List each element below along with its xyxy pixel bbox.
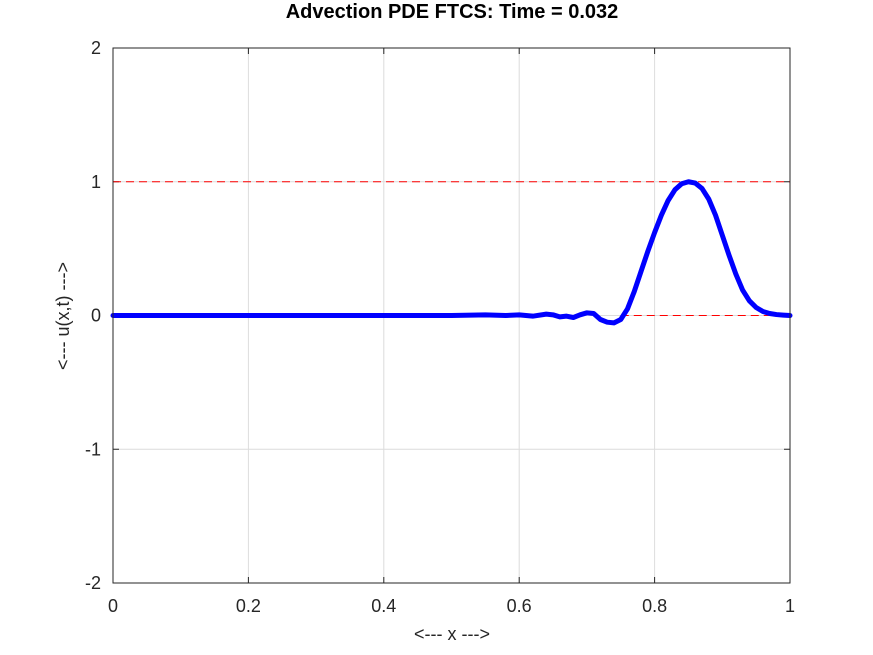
- plot-frame: [112, 47, 791, 584]
- y-tick-labels: -2 -1 0 1 2: [85, 38, 101, 593]
- x-tick-label: 0: [108, 596, 118, 616]
- x-tick-label: 1: [785, 596, 795, 616]
- reference-lines: [113, 181, 790, 316]
- x-tick-label: 0.6: [507, 596, 532, 616]
- y-tick-label: -1: [85, 439, 101, 459]
- x-tick-label: 0.4: [371, 596, 396, 616]
- x-axis-label: <--- x --->: [414, 624, 490, 644]
- y-tick-label: 1: [91, 172, 101, 192]
- solution-curve-line: [110, 179, 793, 326]
- x-tick-labels: 0 0.2 0.4 0.6 0.8 1: [108, 596, 795, 616]
- y-tick-label: -2: [85, 573, 101, 593]
- x-tick-label: 0.8: [642, 596, 667, 616]
- x-tick-label: 0.2: [236, 596, 261, 616]
- chart-title: Advection PDE FTCS: Time = 0.032: [286, 1, 619, 23]
- y-tick-label: 2: [91, 38, 101, 58]
- y-tick-label: 0: [91, 306, 101, 326]
- series-lines: [110, 179, 793, 326]
- y-axis-label: <--- u(x,t) --->: [53, 262, 73, 370]
